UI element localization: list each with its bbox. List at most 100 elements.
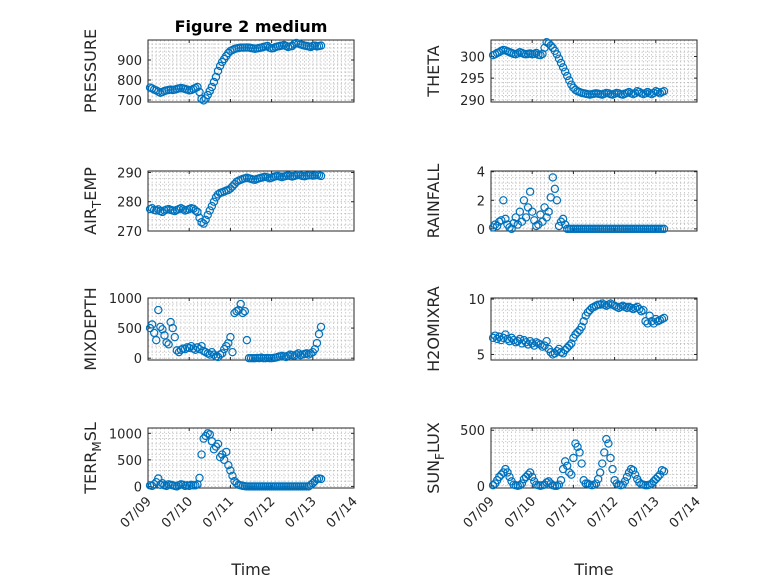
panel-terr: 07/09 07/10 07/11 07/12 07/13 07/14 0 500 1000 TE…: [81, 422, 361, 531]
data-point: [620, 477, 630, 486]
data-point: [631, 89, 640, 98]
data-point: [558, 63, 568, 72]
data-point: [316, 171, 326, 181]
data-point: [647, 479, 656, 488]
data-point: [550, 349, 560, 358]
panel-theta: 290 295 300 THETA: [424, 37, 698, 109]
data-point: [199, 346, 208, 356]
data-point: [583, 308, 593, 317]
data-point: [556, 58, 566, 68]
data-point: [554, 54, 564, 63]
y-tick-label: 800: [117, 74, 142, 89]
data-point: [495, 47, 504, 57]
data-point: [536, 50, 545, 60]
x-tick-label: 07/10: [502, 494, 539, 531]
data-point: [152, 86, 161, 95]
data-point: [203, 210, 212, 220]
data-point: [560, 457, 570, 466]
data-point: [503, 468, 512, 477]
x-tick-label: 07/11: [543, 494, 580, 531]
data-point: [290, 351, 299, 360]
data-point: [507, 333, 516, 343]
data-point: [488, 481, 498, 490]
data-point: [628, 466, 638, 475]
axes-box: [147, 170, 355, 232]
data-point: [513, 336, 522, 346]
data-point: [521, 213, 531, 222]
data-point: [199, 434, 208, 443]
y-axis-label: MIXDEPTH: [81, 287, 100, 370]
data-point: [655, 89, 665, 98]
data-point: [525, 336, 535, 346]
data-point: [645, 311, 654, 320]
data-point: [147, 203, 157, 213]
y-tick-label: 0: [134, 352, 142, 367]
y-tick-label: 500: [117, 454, 142, 469]
y-tick-label: 290: [117, 166, 142, 181]
data-point: [497, 216, 506, 225]
y-axis-label: RAINFALL: [424, 164, 443, 239]
data-point: [302, 349, 311, 358]
data-point: [643, 319, 652, 328]
data-point: [195, 473, 204, 483]
y-tick-label: 500: [460, 424, 485, 439]
data-point: [649, 319, 658, 328]
x-tick-label: 07/09: [118, 494, 155, 531]
data-point: [292, 350, 301, 359]
data-point: [517, 479, 527, 488]
y-tick-label: 290: [460, 94, 485, 109]
data-point: [312, 338, 322, 348]
x-tick-label: 07/10: [159, 494, 196, 531]
x-tick-label: 07/13: [283, 494, 320, 531]
data-point: [492, 221, 502, 231]
data-point: [156, 480, 165, 490]
data-point: [209, 350, 219, 359]
data-point: [565, 341, 574, 350]
data-point: [507, 224, 516, 234]
data-point: [560, 345, 570, 355]
data-point: [622, 472, 632, 482]
data-point: [651, 474, 661, 484]
axes-box: [490, 170, 698, 232]
data-point: [598, 459, 607, 468]
data-point: [281, 352, 291, 362]
data-point: [193, 82, 202, 92]
data-point: [528, 207, 537, 216]
data-point: [659, 467, 669, 476]
data-point: [569, 453, 578, 463]
axes-box: [490, 297, 698, 361]
y-tick-label: 0: [477, 223, 485, 238]
data-point: [558, 214, 568, 224]
data-point: [606, 453, 615, 463]
data-point: [554, 221, 564, 231]
data-point: [544, 207, 553, 216]
data-point: [523, 470, 533, 479]
data-point: [565, 468, 574, 477]
data-point: [191, 206, 200, 215]
data-point: [631, 470, 640, 479]
data-point: [509, 218, 518, 228]
data-point: [536, 340, 545, 349]
data-point: [199, 96, 208, 105]
data-point: [170, 332, 179, 342]
y-tick-label: 270: [117, 225, 142, 240]
y-axis-label: AIRTEMP: [81, 167, 104, 235]
y-tick-label: 5: [477, 348, 485, 363]
x-tick-label: 07/11: [200, 494, 237, 531]
x-tick-label: 07/14: [324, 494, 361, 531]
data-point: [542, 213, 551, 222]
data-point: [499, 196, 508, 205]
data-point: [201, 347, 210, 357]
data-point: [560, 67, 570, 76]
data-point: [532, 221, 541, 231]
data-point: [546, 41, 555, 50]
data-point: [209, 197, 219, 206]
data-point: [172, 346, 182, 355]
data-point: [211, 72, 221, 82]
data-point: [659, 224, 669, 234]
data-point: [209, 77, 219, 87]
data-point: [519, 196, 529, 205]
y-tick-label: 295: [460, 72, 485, 87]
data-point: [653, 87, 663, 97]
